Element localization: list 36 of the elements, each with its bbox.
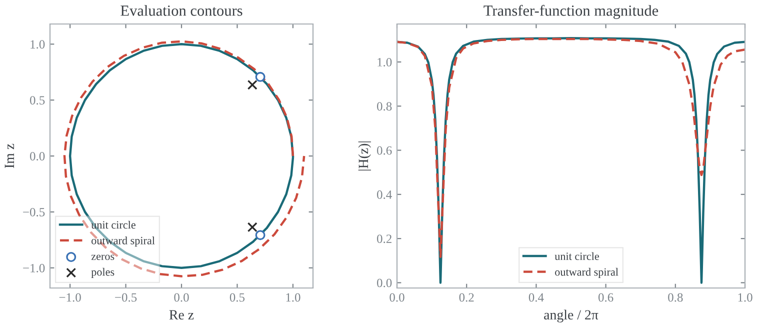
y-tick-label: 0.2: [376, 234, 392, 244]
y-axis-title: Im z: [4, 144, 14, 168]
y-tick-label: 0.8: [376, 102, 392, 111]
point: [255, 72, 266, 82]
y-tick-label: 1.0: [30, 40, 45, 49]
chart-title: Transfer-function magnitude: [484, 4, 658, 19]
x-tick-label: 0.5: [230, 293, 245, 302]
y-tick-label: 0.0: [376, 278, 392, 288]
x-axis-title: Re z: [169, 310, 194, 320]
y-tick-label: 0.5: [30, 96, 45, 105]
x-tick-label: 0.2: [459, 293, 474, 302]
y-tick-label: −1.0: [23, 264, 45, 272]
x-tick-label: 1.0: [738, 293, 752, 302]
x-tick-label: 0.8: [668, 293, 683, 302]
x-tick-label: 0.0: [390, 293, 404, 302]
legend-label: unit circle: [554, 252, 599, 260]
x-tick-label: −1.0: [59, 293, 81, 302]
chart-title: Evaluation contours: [120, 5, 242, 16]
point: [247, 222, 258, 232]
y-tick-label: 0.6: [376, 146, 392, 155]
y-tick-label: −0.5: [23, 208, 45, 216]
x-tick-label: 0.4: [528, 293, 544, 302]
y-axis-title: |H(z)|: [358, 142, 371, 170]
x-tick-label: 0.0: [174, 293, 189, 302]
x-tick-label: 1.0: [286, 293, 300, 302]
legend-label: outward spiral: [555, 268, 618, 278]
y-tick-label: 0.4: [376, 190, 392, 199]
point: [255, 230, 266, 240]
x-tick-label: 0.6: [598, 293, 614, 302]
legend-label: zeros: [91, 254, 114, 260]
y-tick-label: 0.0: [30, 152, 45, 161]
y-tick-label: 1.0: [378, 58, 392, 66]
legend-label: poles: [91, 268, 114, 278]
x-tick-label: −0.5: [115, 293, 137, 302]
point: [247, 80, 258, 90]
x-axis-title: angle / 2π: [544, 310, 598, 322]
